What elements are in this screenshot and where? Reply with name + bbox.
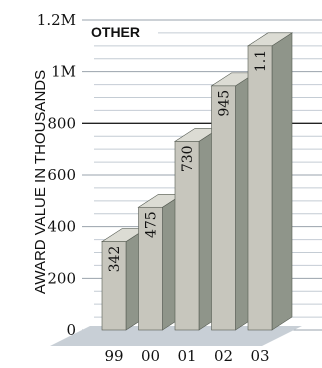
title-background: [84, 22, 158, 40]
y-tick-label: 600: [47, 166, 76, 184]
y-tick-label: 400: [47, 218, 76, 236]
x-tick-label: 00: [141, 347, 160, 365]
y-tick-label: 1.2M: [37, 11, 76, 29]
bar-front: [138, 206, 163, 331]
chart-title: OTHER: [91, 24, 140, 40]
x-tick-label: 02: [214, 347, 233, 365]
y-axis-label: AWARD VALUE IN THOUSANDS: [32, 70, 49, 294]
bar-03: [246, 32, 294, 331]
bar-value-label: 1.1: [253, 50, 269, 72]
y-tick-label: 1M: [51, 63, 76, 81]
y-tick-label: 800: [47, 114, 76, 132]
bar-side: [271, 32, 293, 331]
labels: 342 99 475 00 730 01 945 02 1.1 03: [104, 50, 269, 365]
x-tick-label: 03: [250, 347, 269, 365]
floor-plane: [50, 326, 302, 346]
bar-value-label: 342: [107, 246, 123, 273]
bar-value-label: 945: [217, 90, 233, 117]
x-tick-label: 99: [104, 347, 123, 365]
bars: [100, 32, 294, 331]
x-tick-label: 01: [177, 347, 196, 365]
bar-front: [211, 85, 236, 331]
bar-value-label: 475: [144, 211, 160, 238]
bar-front: [174, 141, 200, 331]
chart-floor: [50, 326, 302, 346]
y-tick-label: 0: [66, 321, 76, 339]
bar-front: [247, 45, 273, 331]
bar-value-label: 730: [180, 145, 196, 172]
bar-front: [101, 241, 127, 331]
y-tick-label: 200: [47, 269, 76, 287]
y-axis: 0 200 400 600 800 1M 1.2M: [37, 11, 76, 339]
